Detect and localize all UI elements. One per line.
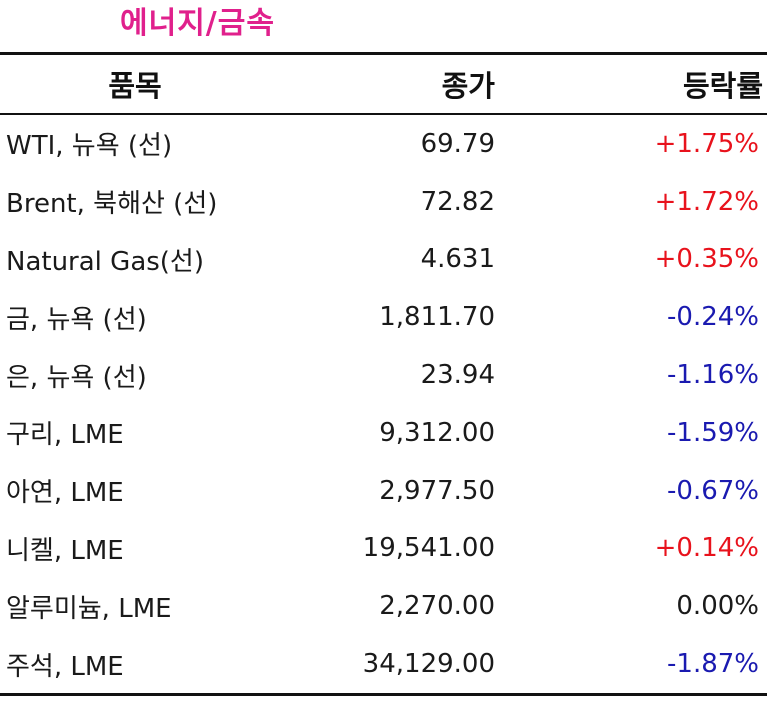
row-name: 은, 뉴욕 (선) — [6, 362, 147, 393]
row-name: 구리, LME — [6, 420, 124, 451]
table-row: Natural Gas(선) 4.631 +0.35% — [0, 231, 767, 289]
header-change: 등락률 — [682, 69, 763, 103]
row-price: 2,270.00 — [379, 591, 495, 622]
row-change: 0.00% — [676, 591, 759, 622]
table-header: 품목 종가 등락률 — [0, 55, 767, 115]
table-row: 니켈, LME 19,541.00 +0.14% — [0, 520, 767, 578]
row-change: +1.75% — [654, 128, 759, 159]
row-change: -0.67% — [667, 475, 759, 506]
row-change: +0.35% — [654, 244, 759, 275]
row-price: 19,541.00 — [362, 533, 495, 564]
row-change: -1.59% — [667, 417, 759, 448]
table-row: 알루미늄, LME 2,270.00 0.00% — [0, 577, 767, 635]
row-price: 23.94 — [420, 360, 495, 391]
table-row: 은, 뉴욕 (선) 23.94 -1.16% — [0, 346, 767, 404]
row-change: -1.16% — [667, 360, 759, 391]
row-price: 1,811.70 — [379, 302, 495, 333]
row-price: 9,312.00 — [379, 417, 495, 448]
row-name: 알루미늄, LME — [6, 593, 172, 624]
table-row: 구리, LME 9,312.00 -1.59% — [0, 404, 767, 462]
row-price: 4.631 — [420, 244, 495, 275]
row-name: Natural Gas(선) — [6, 246, 204, 277]
row-price: 34,129.00 — [362, 649, 495, 680]
header-price: 종가 — [441, 69, 495, 103]
row-name: 주석, LME — [6, 651, 124, 682]
row-change: -1.87% — [667, 649, 759, 680]
row-price: 2,977.50 — [379, 475, 495, 506]
row-name: Brent, 북해산 (선) — [6, 189, 218, 220]
table-row: Brent, 북해산 (선) 72.82 +1.72% — [0, 173, 767, 231]
commodity-table: 품목 종가 등락률 WTI, 뉴욕 (선) 69.79 +1.75% Brent… — [0, 52, 767, 696]
row-price: 72.82 — [420, 186, 495, 217]
row-name: 아연, LME — [6, 478, 124, 509]
row-name: WTI, 뉴욕 (선) — [6, 131, 173, 162]
section-title: 에너지/금속 — [120, 6, 275, 41]
row-name: 금, 뉴욕 (선) — [6, 304, 147, 335]
row-name: 니켈, LME — [6, 535, 124, 566]
row-change: +0.14% — [654, 533, 759, 564]
header-name: 품목 — [108, 69, 162, 103]
row-change: -0.24% — [667, 302, 759, 333]
table-row: WTI, 뉴욕 (선) 69.79 +1.75% — [0, 115, 767, 173]
row-price: 69.79 — [420, 128, 495, 159]
table-row: 금, 뉴욕 (선) 1,811.70 -0.24% — [0, 288, 767, 346]
row-change: +1.72% — [654, 186, 759, 217]
table-row: 주석, LME 34,129.00 -1.87% — [0, 635, 767, 693]
table-row: 아연, LME 2,977.50 -0.67% — [0, 462, 767, 520]
